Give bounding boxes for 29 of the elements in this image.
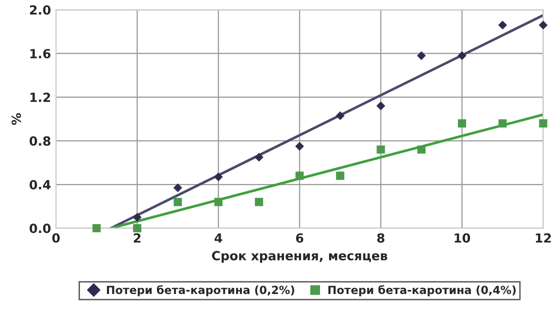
point [92,224,101,232]
y-tick-label: 0.0 [30,224,51,234]
x-tick-label: 8 [377,233,384,243]
y-tick-label: 0.4 [30,180,51,190]
point [174,198,182,206]
point [133,224,142,232]
y-tick-label: 1.6 [30,48,50,58]
point [295,172,304,180]
x-axis-title: Срок хранения, месяцев [212,250,388,263]
point [336,172,344,180]
x-tick-label: 4 [214,233,222,243]
x-tick-label: 6 [296,233,304,243]
y-tick-label: 0.8 [30,136,50,146]
x-tick-label: 0 [52,233,60,243]
point [539,119,548,128]
point [214,198,223,206]
x-tick-label: 10 [454,233,470,243]
point [254,198,264,206]
y-axis-title: % [12,113,22,125]
legend-label: Потери бета-каротина (0,2%) [106,285,294,296]
x-tick-label: 2 [134,233,140,243]
point [417,145,426,154]
x-tick-label: 12 [536,233,551,243]
point [458,119,466,128]
point [376,145,385,154]
legend-label: Потери бета-каротина (0,4%) [328,285,516,296]
y-tick-label: 1.2 [30,92,50,102]
point [498,119,507,128]
y-tick-label: 2.0 [30,5,51,15]
